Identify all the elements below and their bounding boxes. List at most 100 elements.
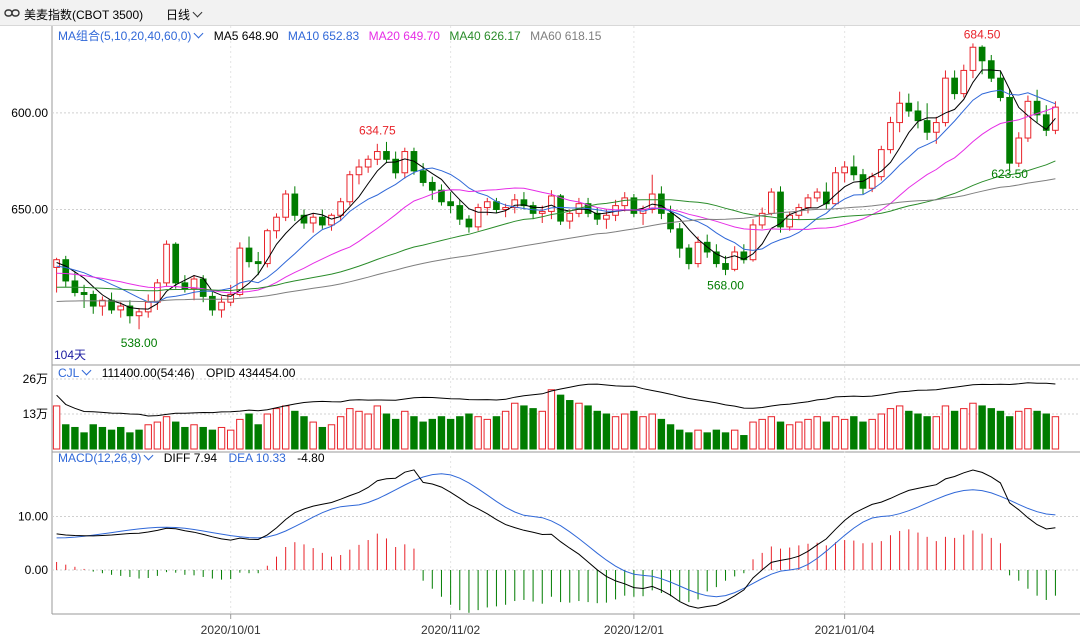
volume-bar <box>749 421 757 450</box>
candle-body <box>997 77 1004 98</box>
candle-body <box>896 102 903 124</box>
candle-body <box>465 218 473 228</box>
macd-settings-button[interactable]: MACD(12,26,9) <box>58 450 154 465</box>
volume-bar <box>117 426 125 450</box>
volume-bar <box>226 429 235 450</box>
volume-bar <box>126 432 134 450</box>
candle-body <box>80 292 88 295</box>
volume-bar <box>190 424 198 450</box>
candle-body <box>777 191 784 228</box>
volume-bar <box>208 429 217 450</box>
candle <box>538 205 546 224</box>
volume-bar <box>584 405 592 450</box>
candle <box>291 186 299 222</box>
candle <box>520 192 528 210</box>
candle <box>383 141 390 164</box>
volume-bar <box>895 405 904 450</box>
volume-value: 111400.00(54:46) <box>101 366 195 380</box>
candle <box>126 300 134 324</box>
volume-bar <box>932 416 940 450</box>
volume-bar <box>556 394 565 450</box>
candle-body <box>987 60 995 79</box>
candle <box>209 290 216 316</box>
macd-tick-label: 10.00 <box>18 510 48 524</box>
volume-settings-button[interactable]: CJL <box>58 365 92 380</box>
high-annotation: 634.75 <box>359 123 396 137</box>
candle <box>566 209 574 229</box>
volume-bar <box>52 405 61 450</box>
volume-tick-label: 26万 <box>23 372 48 386</box>
candle <box>282 190 290 222</box>
volume-bar <box>291 410 299 450</box>
volume-bar <box>758 418 766 450</box>
volume-bar <box>474 416 482 450</box>
volume-bar <box>71 426 79 450</box>
volume-bar <box>483 418 491 450</box>
candle <box>328 213 335 231</box>
volume-bar <box>419 421 427 450</box>
period-selector[interactable]: 日线 <box>166 6 203 23</box>
candle-body <box>419 170 427 183</box>
high-annotation: 684.50 <box>964 27 1001 41</box>
candle-body <box>942 77 949 124</box>
candle <box>80 284 88 308</box>
volume-bar <box>346 408 354 450</box>
candle-body <box>813 191 821 199</box>
volume-bar <box>941 405 950 450</box>
candle-body <box>1024 100 1032 139</box>
candle <box>713 244 720 268</box>
candle-body <box>318 216 326 226</box>
volume-bar <box>1051 416 1060 450</box>
candle <box>309 213 317 233</box>
candle-body <box>1042 114 1050 131</box>
volume-bar <box>547 389 556 450</box>
candle <box>447 192 454 214</box>
candle <box>832 166 839 206</box>
candle-body <box>346 174 354 203</box>
date-tick-label: 2020/12/01 <box>604 623 664 637</box>
volume-bar <box>1024 408 1032 450</box>
volume-bar <box>355 410 363 450</box>
candle-body <box>630 197 638 214</box>
candle-body <box>768 191 775 214</box>
candle <box>997 70 1004 102</box>
ma-settings-button[interactable]: MA组合(5,10,20,40,60,0) <box>58 28 204 43</box>
volume-bar <box>721 432 730 450</box>
candle-body <box>758 212 766 226</box>
candle-body <box>172 243 180 284</box>
candle-body <box>978 46 986 62</box>
volume-bar <box>840 418 849 450</box>
candle-body <box>190 278 198 290</box>
candle-body <box>373 151 381 160</box>
chart-canvas[interactable]: 650.00 600.00 26万 13万 10.00 0.00 2020/10/01 202… <box>0 26 1080 641</box>
ma10-line <box>56 89 1056 303</box>
candle-body <box>850 166 858 176</box>
volume-bar <box>318 426 327 450</box>
ma40-line <box>56 160 1056 292</box>
volume-bar <box>144 424 152 450</box>
candle-body <box>868 176 876 189</box>
candle-body <box>566 212 574 222</box>
candle <box>163 240 170 287</box>
volume-bar <box>98 426 107 450</box>
macd-header: MACD(12,26,9) DIFF 7.94 DEA 10.33 -4.80 <box>58 450 325 465</box>
candle-body <box>731 251 739 270</box>
link-icon[interactable] <box>4 8 20 18</box>
candle <box>593 207 601 225</box>
candle <box>254 251 262 276</box>
volume-bar <box>859 421 867 450</box>
volume-bar <box>1015 410 1023 450</box>
volume-bar <box>960 408 968 450</box>
candle-body <box>713 251 720 265</box>
candle <box>648 174 656 214</box>
candle <box>685 244 693 270</box>
diff-label: DIFF 7.94 <box>163 451 218 465</box>
volume-bar <box>648 413 656 450</box>
candle <box>621 192 629 212</box>
volume-bar <box>740 435 748 450</box>
volume-bar <box>676 429 684 450</box>
volume-bar <box>107 429 116 450</box>
chevron-down-icon <box>192 7 203 18</box>
macd-value: -4.80 <box>297 451 325 465</box>
volume-average-line <box>56 382 1056 417</box>
